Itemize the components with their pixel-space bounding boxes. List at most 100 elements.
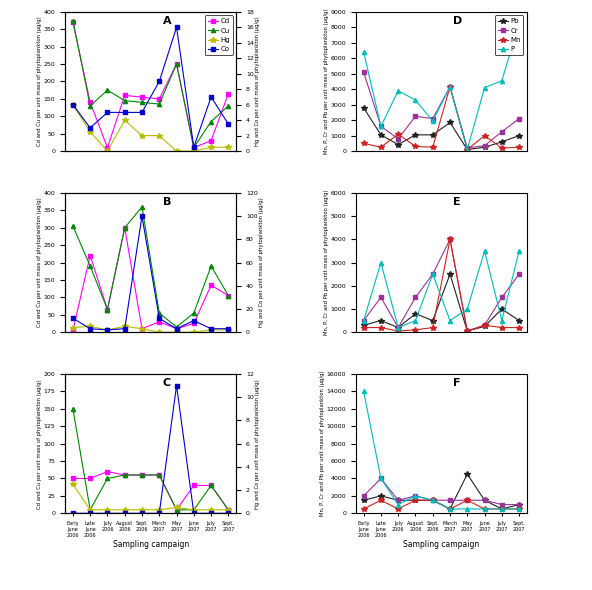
Pb [464,327,471,335]
Text: F: F [453,378,461,388]
P [395,501,402,508]
Cd [104,144,111,151]
Hg [225,326,232,333]
P [360,317,367,324]
Hg [104,506,111,513]
Pb [481,497,488,504]
Co [139,510,146,517]
Line: Cr: Cr [362,70,521,150]
Cu [104,306,111,313]
Cu [173,61,180,68]
P [412,317,419,324]
Line: Co: Co [71,384,230,516]
P [446,506,453,513]
Cr [377,475,384,482]
Text: B: B [163,197,171,207]
Cd [208,137,215,144]
Mn [377,497,384,504]
P [412,97,419,104]
Cr [377,294,384,301]
P [481,247,488,254]
Hg [156,132,163,139]
Mn [429,324,436,331]
Y-axis label: Hg and Co per unit mass of phytoplankton (µg/g): Hg and Co per unit mass of phytoplankton… [259,198,264,327]
Co [190,144,197,151]
Line: Pb: Pb [361,105,522,152]
P [498,77,506,84]
Line: Mn: Mn [361,237,522,334]
Cu [86,263,94,270]
Hg [121,323,128,330]
Cr [481,322,488,329]
P [481,84,488,91]
Hg [173,329,180,336]
Cu [121,471,128,478]
Cu [104,87,111,94]
Line: Co: Co [71,25,230,149]
Pb [481,144,488,151]
Legend: Pb, Cr, Mn, P: Pb, Cr, Mn, P [495,15,523,55]
Cu [208,263,215,270]
P [464,306,471,313]
Line: P: P [362,249,521,330]
Mn [498,324,506,331]
Cu [156,471,163,478]
Line: Co: Co [71,214,230,332]
Hg [104,326,111,333]
Cr [498,128,506,135]
Cr [464,497,471,504]
Line: P: P [362,389,521,511]
P [377,259,384,266]
Mn [360,506,367,513]
P [516,506,523,513]
Hg [208,144,215,151]
Pb [498,138,506,145]
P [429,117,436,124]
Pb [464,146,471,153]
Cr [360,492,367,499]
Pb [429,132,436,139]
Co [190,317,197,324]
Pb [412,132,419,139]
Cu [173,506,180,513]
Hg [86,323,94,330]
Cu [69,405,76,412]
P [412,492,419,499]
Cd [190,320,197,327]
Cr [464,327,471,335]
Co [156,78,163,85]
Cu [208,482,215,489]
Cd [225,292,232,299]
Y-axis label: Cd and Cu per unit mass of phytoplankton (µg/g): Cd and Cu per unit mass of phytoplankton… [37,198,42,327]
P [395,87,402,94]
Co [156,314,163,322]
Pb [429,497,436,504]
Co [173,24,180,31]
Co [69,510,76,517]
Cu [190,506,197,513]
Co [208,93,215,100]
Cd [69,19,76,26]
Mn [481,322,488,329]
Hg [225,506,232,513]
Mn [395,130,402,137]
Pb [395,141,402,148]
Pb [377,132,384,139]
Mn [464,327,471,335]
Pb [360,497,367,504]
Cu [156,100,163,107]
Co [121,510,128,517]
Co [225,120,232,127]
Cr [429,497,436,504]
Cu [190,144,197,151]
Pb [395,497,402,504]
P [464,506,471,513]
Hg [208,326,215,333]
Mn [412,143,419,150]
Mn [395,506,402,513]
P [395,324,402,331]
Cu [86,506,94,513]
Text: D: D [453,16,462,26]
Cu [225,292,232,299]
Hg [69,481,76,488]
